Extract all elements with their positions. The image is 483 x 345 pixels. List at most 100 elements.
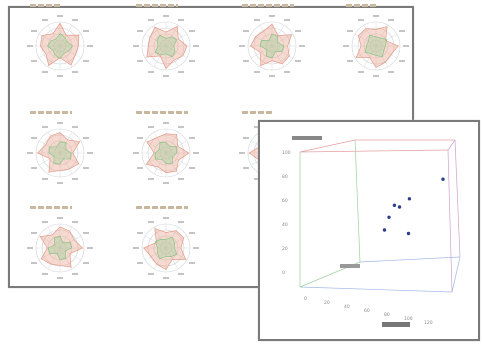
radar-axis-label: [254, 19, 260, 22]
radar-axis-label: [57, 217, 63, 219]
radar-axis-label: [31, 167, 38, 169]
x-tick-label: 0: [304, 296, 307, 302]
radar-spoke: [59, 152, 73, 174]
y-tick-label: 80: [282, 174, 288, 180]
cube-edge: [451, 256, 461, 293]
radar-axis-label: [148, 70, 154, 73]
radar-spoke: [165, 152, 187, 166]
radar-axis-label: [239, 45, 245, 47]
radar-chart: [342, 4, 410, 84]
radar-axis-label: [31, 137, 38, 139]
y-tick-label: 60: [282, 198, 288, 204]
radar-axis-label: [398, 30, 405, 32]
radar-axis-label: [133, 45, 139, 47]
x-axis-label: [382, 322, 410, 327]
radar-axis-label: [137, 232, 144, 234]
radar-axis-label: [243, 30, 250, 32]
radar-axis-label: [163, 182, 169, 184]
radar-title: [30, 4, 62, 7]
radar-axis-label: [82, 167, 89, 169]
radar-title: [136, 206, 188, 209]
radar-series: [143, 228, 187, 270]
radar-series: [47, 33, 73, 59]
radar-series: [48, 141, 72, 165]
radar-spoke: [47, 25, 61, 47]
radar-axis-label: [137, 167, 144, 169]
radar-axis-label: [72, 221, 78, 224]
radar-spoke: [59, 247, 73, 269]
radar-axis-label: [82, 60, 89, 62]
radar-spoke: [375, 33, 397, 47]
radar-spoke: [251, 45, 273, 59]
radar-axis-label: [188, 60, 195, 62]
cube-edge: [299, 139, 356, 153]
radar-spoke: [153, 45, 167, 67]
radar-series: [39, 226, 84, 268]
radar-axis-label: [178, 126, 184, 129]
radar-axis-label: [133, 152, 139, 154]
radar-axis-label: [347, 60, 354, 62]
radar-axis-label: [243, 167, 250, 169]
z-axis-label: [340, 264, 360, 268]
radar-spoke: [59, 235, 81, 249]
radar-series: [146, 25, 188, 70]
radar-series: [154, 34, 178, 58]
radar-spoke: [153, 247, 167, 269]
radar-series: [145, 133, 190, 174]
radar-chart: [132, 111, 200, 191]
radar-axis-label: [178, 19, 184, 22]
x-tick-label: 60: [364, 308, 370, 314]
radar-spoke: [165, 247, 187, 261]
radar-axis-label: [398, 60, 405, 62]
radar-axis-label: [388, 19, 394, 22]
radar-title: [136, 111, 188, 114]
radar-axis-label: [42, 126, 48, 129]
radar-axis-label: [137, 30, 144, 32]
radar-axis-label: [82, 137, 89, 139]
radar-axis-label: [133, 247, 139, 249]
radar-axis-label: [148, 272, 154, 275]
radar-axis-label: [284, 70, 290, 73]
radar-axis-label: [188, 167, 195, 169]
radar-spoke: [59, 140, 81, 154]
x-tick-label: 120: [424, 320, 433, 326]
y-tick-label: 100: [282, 150, 291, 156]
radar-axis-label: [178, 272, 184, 275]
x-tick-label: 20: [324, 300, 330, 306]
radar-series: [259, 33, 285, 59]
radar-axis-label: [163, 15, 169, 17]
radar-spoke: [165, 45, 187, 59]
radar-axis-label: [72, 126, 78, 129]
radar-axis-label: [27, 152, 33, 154]
radar-axis-label: [243, 60, 250, 62]
radar-axis-label: [42, 221, 48, 224]
data-point: [392, 203, 397, 207]
radar-spoke: [145, 140, 167, 154]
scatter-3d-window[interactable]: 100 80 60 40 20 0 0 20 40 60 80 100 120: [258, 120, 480, 341]
radar-axis-label: [72, 272, 78, 275]
radar-spoke: [271, 45, 285, 67]
radar-axis-label: [243, 137, 250, 139]
radar-spoke: [39, 235, 61, 249]
radar-axis-label: [163, 75, 169, 77]
radar-axis-label: [193, 152, 199, 154]
radar-axis-label: [254, 70, 260, 73]
y-tick-label: 40: [282, 222, 288, 228]
radar-chart: [132, 4, 200, 84]
radar-axis-label: [239, 152, 245, 154]
radar-axis-label: [254, 177, 260, 180]
radar-axis-label: [343, 45, 349, 47]
radar-axis-label: [388, 70, 394, 73]
radar-spoke: [59, 227, 73, 249]
radar-chart: [26, 206, 94, 286]
radar-spoke: [47, 247, 61, 269]
radar-series: [47, 236, 73, 261]
radar-spoke: [59, 33, 81, 47]
radar-spoke: [39, 45, 61, 59]
radar-series: [355, 26, 399, 68]
radar-axis-label: [254, 126, 260, 129]
radar-spoke: [39, 247, 61, 261]
radar-spoke: [259, 45, 273, 67]
radar-axis-label: [31, 30, 38, 32]
radar-spoke: [59, 45, 73, 67]
